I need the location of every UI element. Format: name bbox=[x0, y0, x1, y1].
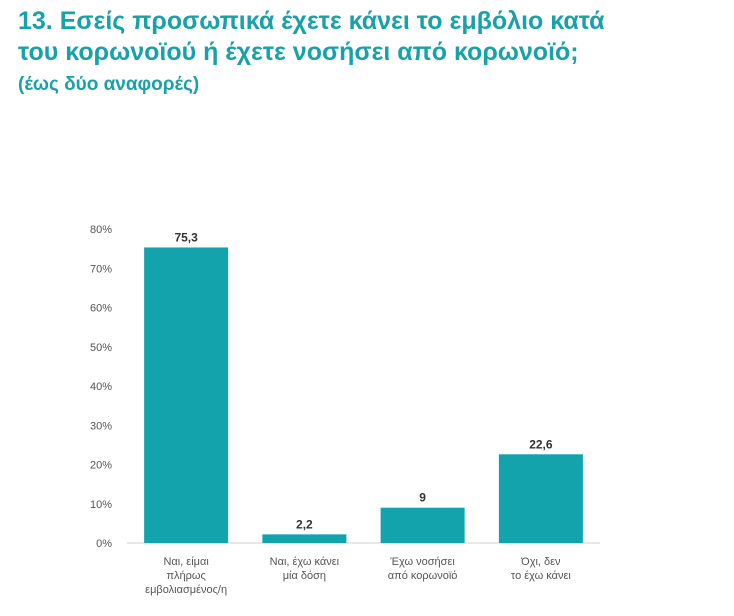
title-line-1: 13. Εσείς προσωπικά έχετε κάνει το εμβόλ… bbox=[18, 7, 605, 35]
category-label: Ναι, έχω κάνει bbox=[270, 556, 340, 568]
category-label: πλήρως bbox=[166, 570, 205, 582]
data-label: 22,6 bbox=[529, 437, 553, 451]
y-tick-label: 60% bbox=[90, 303, 112, 315]
y-tick-label: 0% bbox=[96, 538, 112, 550]
category-label: από κορωνοϊό bbox=[388, 570, 458, 582]
category-label: Όχι, δεν bbox=[520, 556, 561, 568]
category-label: Ναι, είμαι bbox=[163, 556, 209, 568]
y-tick-label: 50% bbox=[90, 342, 112, 354]
data-label: 9 bbox=[419, 491, 426, 505]
data-label: 75,3 bbox=[174, 230, 198, 244]
chart-title: 13. Εσείς προσωπικά έχετε κάνει το εμβόλ… bbox=[18, 6, 718, 98]
chart-subtitle: (έως δύο αναφορές) bbox=[18, 74, 200, 95]
bar bbox=[380, 507, 465, 543]
y-tick-label: 40% bbox=[90, 381, 112, 393]
bar bbox=[144, 247, 229, 543]
y-tick-label: 30% bbox=[90, 420, 112, 432]
y-tick-label: 20% bbox=[90, 460, 112, 472]
category-label: το έχω κάνει bbox=[511, 570, 572, 582]
y-tick-label: 10% bbox=[90, 499, 112, 511]
bar bbox=[498, 454, 583, 543]
category-label: μία δόση bbox=[283, 570, 326, 582]
category-label: Έχω νοσήσει bbox=[389, 556, 455, 568]
bar bbox=[262, 534, 347, 543]
y-tick-label: 80% bbox=[90, 224, 112, 236]
data-label: 2,2 bbox=[296, 517, 313, 531]
category-label: εμβολιασμένος/η bbox=[145, 584, 227, 596]
title-line-2: του κορωνοϊού ή έχετε νοσήσει από κορωνο… bbox=[18, 38, 579, 66]
y-tick-label: 70% bbox=[90, 263, 112, 275]
